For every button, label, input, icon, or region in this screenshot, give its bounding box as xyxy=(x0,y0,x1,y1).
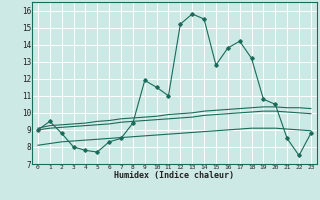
X-axis label: Humidex (Indice chaleur): Humidex (Indice chaleur) xyxy=(115,171,234,180)
